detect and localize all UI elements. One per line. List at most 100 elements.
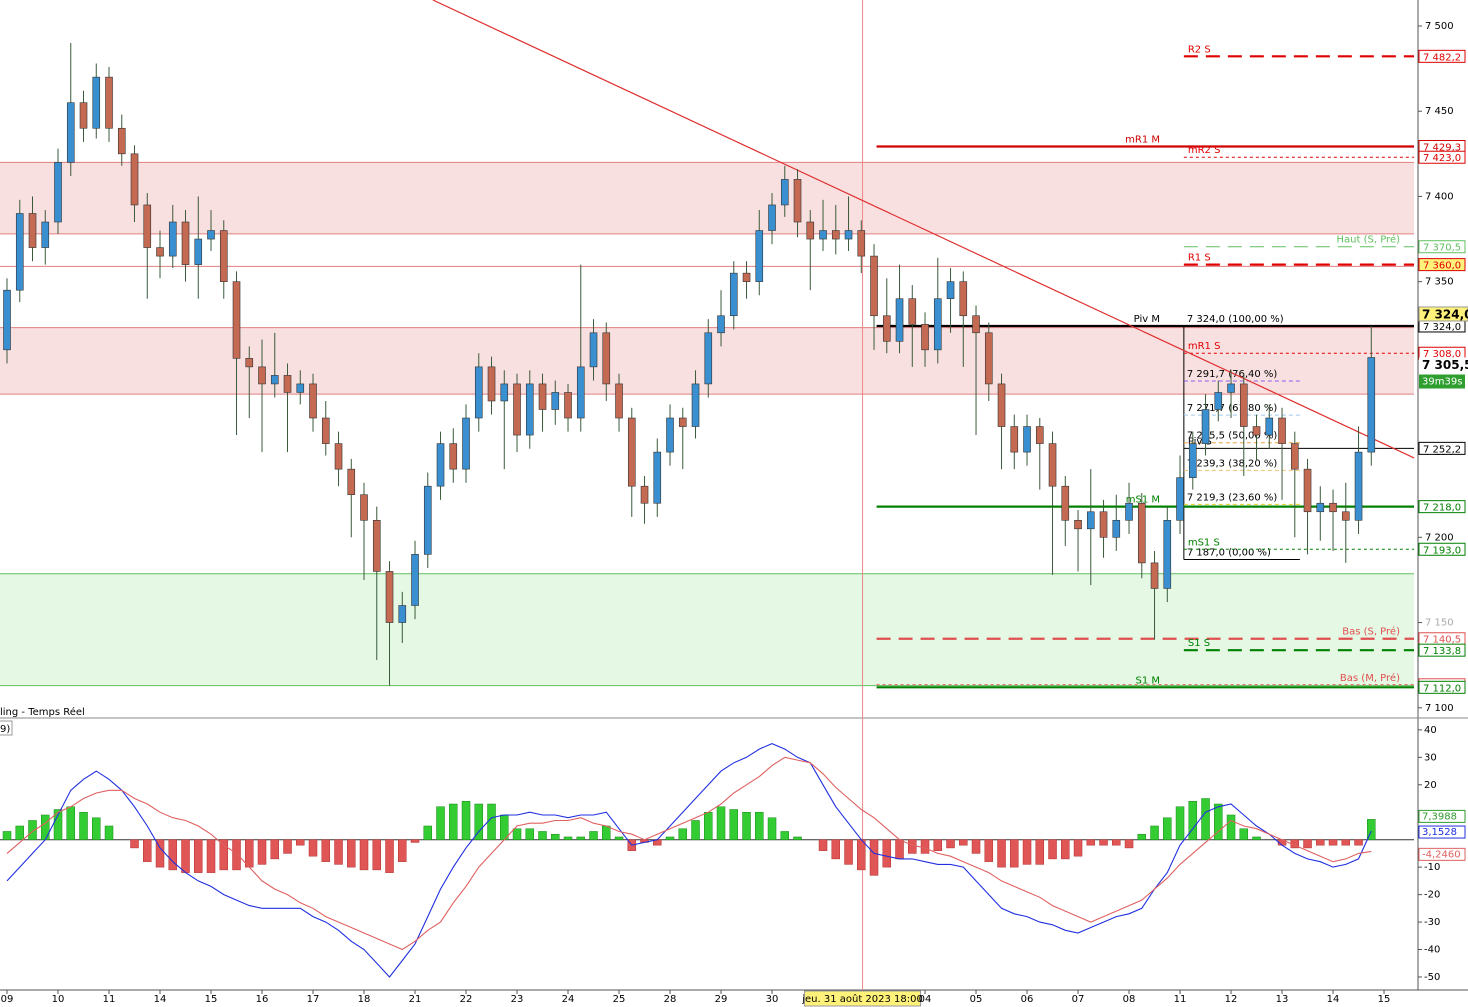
candle-body	[321, 417, 330, 444]
level-label: 7 324,0	[1423, 322, 1461, 333]
trendline	[432, 0, 1415, 459]
candle-body	[1239, 383, 1248, 427]
timer-box	[1419, 374, 1465, 389]
candle-body	[742, 272, 751, 282]
histogram-bar	[818, 839, 828, 851]
candle-body	[423, 485, 432, 555]
level-label: 7 423,0	[1423, 153, 1461, 164]
candle-body	[1163, 519, 1172, 589]
y-tick-label: 7 150	[1425, 618, 1454, 629]
y-tick-label: -20	[1424, 890, 1440, 901]
x-tick-label: 15	[205, 994, 218, 1005]
candle-body	[66, 102, 75, 163]
level-label: 7 133,8	[1423, 646, 1461, 657]
level-label: 7 112,0	[1423, 683, 1461, 694]
candle-body	[819, 230, 827, 240]
x-tick-label: 15	[1378, 994, 1391, 1005]
candle-body	[1290, 443, 1299, 470]
high-label: 7 324,0	[1422, 307, 1468, 321]
histogram-bar	[1252, 836, 1261, 840]
histogram-bar	[359, 839, 369, 871]
histogram-bar	[1073, 839, 1083, 857]
candle-body	[168, 221, 177, 257]
x-tick-label: 09	[1, 994, 14, 1005]
level-label: 7 252,2	[1423, 444, 1461, 455]
candle-body	[258, 366, 266, 385]
histogram-bar	[1124, 839, 1134, 849]
histogram-bar	[1163, 817, 1172, 840]
chart-title: ling - Temps Réel	[0, 706, 85, 718]
y-tick-label: 7 400	[1425, 191, 1454, 202]
candle-body	[1048, 443, 1057, 487]
histogram-bar	[576, 836, 586, 840]
level-label: 7 429,3	[1423, 142, 1461, 153]
candle-body	[1150, 562, 1159, 589]
candle-body	[474, 366, 483, 419]
candle-body	[1201, 409, 1210, 444]
candle-body	[691, 383, 700, 427]
level-name: R2 S	[1188, 44, 1211, 55]
candle-body	[780, 179, 789, 206]
candle-body	[589, 332, 598, 368]
histogram-bar	[959, 839, 968, 846]
value-label-box	[1418, 825, 1466, 839]
candle-body	[3, 289, 11, 351]
histogram-bar	[831, 839, 841, 860]
fib-label: 7 324,0 (100,00 %)	[1187, 314, 1284, 325]
candle-body	[41, 221, 50, 248]
histogram-bar	[614, 836, 624, 840]
candle-body	[1316, 502, 1325, 513]
candle-body	[1341, 511, 1350, 521]
candle-body	[92, 76, 101, 129]
x-tick-label: 24	[562, 994, 575, 1005]
histogram-bar	[716, 806, 726, 840]
x-tick-label: 21	[409, 994, 422, 1005]
level-label-box	[1418, 258, 1466, 272]
candle-body	[959, 281, 968, 317]
candle-body	[806, 221, 815, 240]
histogram-bar	[563, 836, 573, 840]
histogram-bar	[512, 828, 522, 840]
candle-body	[28, 213, 37, 248]
x-tick-label: 28	[664, 994, 677, 1005]
histogram-bar	[1341, 839, 1351, 846]
candle-body	[1125, 502, 1133, 521]
histogram-bar	[398, 839, 407, 862]
y-tick-label: -10	[1424, 862, 1440, 873]
x-tick-label: 30	[766, 994, 779, 1005]
candle-body	[334, 443, 343, 470]
level-name: S1 S	[1188, 638, 1210, 649]
candle-body	[513, 383, 521, 436]
candle-body	[79, 102, 88, 129]
x-tick-label: 05	[970, 994, 983, 1005]
histogram-bar	[1112, 839, 1121, 846]
histogram-bar	[1010, 839, 1019, 868]
histogram-bar	[92, 817, 101, 840]
candle-body	[105, 76, 113, 129]
histogram-bar	[971, 839, 981, 854]
candle-body	[462, 417, 470, 470]
histogram-bar	[321, 839, 331, 862]
candle-body	[768, 204, 776, 231]
level-label: 7 482,2	[1423, 52, 1461, 63]
value-label: 7,3988	[1422, 811, 1457, 822]
histogram-bar	[525, 828, 535, 840]
candle-body	[1278, 417, 1286, 444]
y-tick-label: 40	[1424, 725, 1437, 736]
candle-body	[309, 383, 317, 419]
candle-body	[857, 230, 866, 257]
candle-body	[627, 417, 636, 487]
candle-body	[1099, 511, 1108, 538]
zone	[0, 162, 1414, 234]
histogram-bar	[347, 839, 356, 868]
fib-label: 7 255,5 (50,00 %)	[1187, 431, 1278, 442]
histogram-bar	[538, 831, 547, 840]
histogram-bar	[66, 806, 76, 840]
histogram-bar	[984, 839, 994, 862]
candle-body	[296, 383, 305, 393]
candle-body	[551, 392, 560, 410]
candle-body	[1252, 426, 1261, 436]
candle-body	[640, 485, 649, 504]
x-tick-label: 25	[613, 994, 626, 1005]
histogram-bar	[155, 839, 165, 868]
